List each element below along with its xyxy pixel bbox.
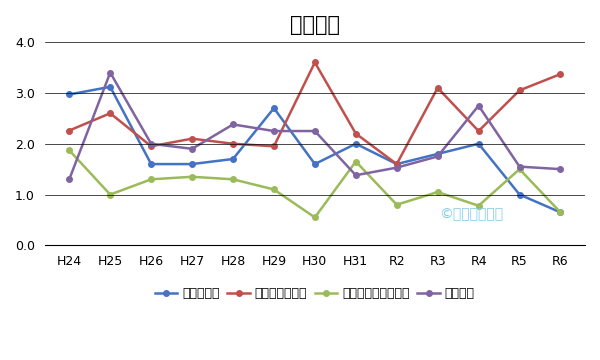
- 電気情報工学科: [516, 88, 523, 93]
- 都市システム工学科: [434, 190, 441, 194]
- 機械工学科: [148, 162, 155, 166]
- 電気情報工学科: [229, 141, 236, 146]
- 建築学科: [188, 147, 196, 151]
- 機械工学科: [65, 92, 73, 96]
- 建築学科: [271, 129, 278, 133]
- 電気情報工学科: [188, 136, 196, 141]
- 電気情報工学科: [352, 131, 359, 136]
- Legend: 機械工学科, 電気情報工学科, 都市システム工学科, 建築学科: 機械工学科, 電気情報工学科, 都市システム工学科, 建築学科: [150, 282, 480, 305]
- 建築学科: [107, 71, 114, 75]
- 機械工学科: [434, 152, 441, 156]
- 都市システム工学科: [516, 167, 523, 171]
- 機械工学科: [229, 157, 236, 161]
- 電気情報工学科: [107, 111, 114, 116]
- Title: 学力選抜: 学力選抜: [290, 15, 340, 35]
- 電気情報工学科: [557, 72, 564, 76]
- 機械工学科: [188, 162, 196, 166]
- 都市システム工学科: [271, 187, 278, 192]
- Line: 電気情報工学科: 電気情報工学科: [67, 60, 563, 167]
- 建築学科: [148, 141, 155, 146]
- Line: 機械工学科: 機械工学科: [67, 84, 563, 215]
- 建築学科: [516, 165, 523, 169]
- 機械工学科: [393, 162, 400, 166]
- Line: 建築学科: 建築学科: [67, 70, 563, 182]
- 建築学科: [557, 167, 564, 171]
- 電気情報工学科: [148, 144, 155, 148]
- 建築学科: [229, 122, 236, 127]
- 電気情報工学科: [475, 129, 482, 133]
- 電気情報工学科: [65, 129, 73, 133]
- 都市システム工学科: [311, 215, 319, 220]
- 建築学科: [311, 129, 319, 133]
- 電気情報工学科: [271, 144, 278, 148]
- 機械工学科: [557, 210, 564, 215]
- Line: 都市システム工学科: 都市システム工学科: [67, 148, 563, 220]
- 都市システム工学科: [557, 210, 564, 215]
- 電気情報工学科: [393, 162, 400, 166]
- 都市システム工学科: [229, 177, 236, 181]
- 都市システム工学科: [65, 148, 73, 153]
- 機械工学科: [516, 192, 523, 197]
- 機械工学科: [352, 141, 359, 146]
- 機械工学科: [311, 162, 319, 166]
- 建築学科: [475, 103, 482, 108]
- 都市システム工学科: [393, 203, 400, 207]
- 都市システム工学科: [107, 192, 114, 197]
- 電気情報工学科: [434, 86, 441, 90]
- 建築学科: [352, 173, 359, 177]
- 機械工学科: [107, 85, 114, 89]
- 機械工学科: [271, 106, 278, 110]
- 都市システム工学科: [475, 203, 482, 208]
- 建築学科: [434, 154, 441, 159]
- 機械工学科: [475, 141, 482, 146]
- 都市システム工学科: [188, 175, 196, 179]
- 建築学科: [393, 166, 400, 170]
- 都市システム工学科: [352, 159, 359, 164]
- 建築学科: [65, 177, 73, 181]
- Text: ©高専受験計画: ©高専受験計画: [439, 207, 503, 221]
- 電気情報工学科: [311, 60, 319, 64]
- 都市システム工学科: [148, 177, 155, 181]
